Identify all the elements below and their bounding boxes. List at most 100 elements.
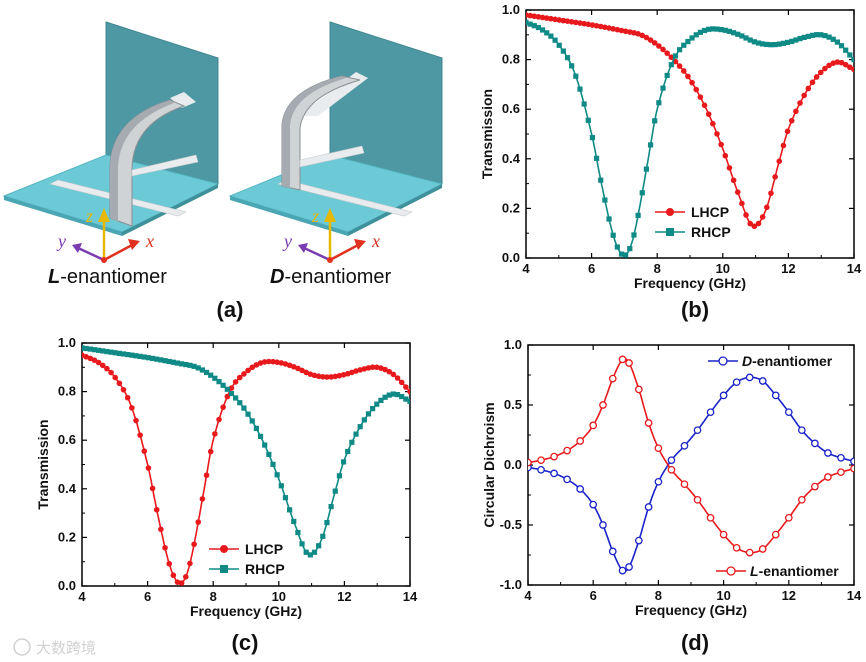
data-point (644, 419, 653, 427)
y-tick-label: -1.0 (500, 577, 522, 592)
data-point (187, 362, 193, 368)
left-top-strip (170, 92, 196, 108)
data-point (824, 449, 832, 457)
data-point (108, 349, 114, 355)
x-tick-label: 4 (522, 261, 530, 276)
y-tick-label: 0.6 (502, 101, 520, 116)
chart-b: 4 6 8 10 12 14 0.0 0.2 0.4 0.6 0.8 1.0 Frequency (GH… (479, 2, 862, 291)
data-point (705, 111, 712, 117)
data-point (818, 32, 824, 38)
data-point (608, 547, 617, 556)
data-point (797, 36, 803, 42)
data-point (282, 495, 289, 501)
x-axis-label: Frequency (GHz) (635, 602, 747, 618)
data-point (340, 459, 347, 465)
data-point (99, 362, 106, 369)
data-point (96, 347, 102, 353)
data-point (805, 33, 811, 40)
watermark-text: 大数跨境 (36, 639, 96, 657)
data-point (216, 416, 222, 423)
x-tick-label: 14 (847, 588, 862, 603)
x-tick-label: 6 (590, 588, 597, 603)
data-point (158, 357, 164, 363)
data-point (693, 32, 699, 38)
l-enantiomer-model: z x y L-enantiomer (2, 21, 220, 288)
data-point (739, 33, 745, 39)
l-enantiomer-label: L-enantiomer (48, 266, 167, 288)
data-point (676, 63, 683, 69)
legend-marker (718, 356, 728, 366)
data-point (539, 14, 546, 21)
data-point (608, 374, 617, 383)
data-point (735, 31, 741, 37)
data-point (550, 452, 558, 461)
watermark: 大数跨境 (13, 638, 96, 657)
data-point (154, 356, 160, 362)
panel-label-b: (b) (681, 297, 709, 322)
data-point (332, 488, 338, 494)
data-point (552, 37, 558, 43)
left-floor-front-edge (4, 196, 122, 236)
data-point (764, 41, 770, 48)
data-point (758, 545, 767, 553)
data-point (589, 421, 598, 430)
left-x-axis (103, 242, 135, 262)
data-point (732, 543, 741, 552)
data-point (793, 108, 799, 115)
data-point (569, 63, 575, 69)
legend-label: RHCP (691, 224, 731, 240)
data-point (838, 43, 845, 49)
data-point (652, 118, 658, 124)
y-tick-label: 0.8 (58, 384, 76, 399)
data-point (664, 72, 670, 79)
data-point (556, 42, 562, 48)
data-point (295, 365, 301, 372)
data-point (170, 359, 176, 365)
data-point (195, 519, 202, 525)
data-point (336, 473, 343, 479)
data-point (324, 374, 330, 380)
data-point (224, 393, 231, 400)
data-point (623, 252, 629, 258)
data-point (768, 42, 774, 48)
x-tick-label: 4 (524, 588, 532, 603)
data-point (548, 33, 554, 39)
data-point (141, 448, 148, 454)
data-point (647, 142, 654, 148)
data-point (91, 347, 98, 353)
legend-label: LHCP (245, 541, 283, 557)
data-point (149, 355, 156, 362)
data-point (668, 62, 674, 68)
legend-marker (220, 545, 228, 553)
data-point (120, 386, 127, 393)
data-point (531, 13, 538, 20)
data-point (199, 367, 206, 373)
series-line (526, 14, 854, 227)
right-bridge-strip (299, 145, 365, 168)
data-point (797, 426, 806, 435)
d-enantiomer-label: D-enantiomer (270, 266, 392, 288)
data-point (216, 379, 222, 385)
data-point (718, 141, 724, 148)
left-ribbon-shade (110, 100, 174, 222)
data-point (166, 358, 172, 365)
data-point (535, 14, 542, 20)
y-axis-label: Circular Dichroism (481, 402, 497, 527)
data-point (403, 384, 409, 390)
data-point (129, 405, 135, 411)
data-point (719, 391, 728, 400)
data-point (531, 23, 537, 29)
data-point (758, 377, 767, 385)
data-point (320, 373, 326, 380)
data-point (82, 345, 85, 351)
series-rhcp (82, 345, 410, 558)
panel-a: z x y L-enantiomer z x y D-ena (2, 21, 444, 322)
data-point (537, 465, 545, 474)
data-point (382, 366, 388, 373)
data-point (654, 477, 663, 486)
data-point (747, 37, 753, 43)
data-point (706, 408, 715, 417)
data-point (685, 38, 691, 45)
data-point (599, 521, 607, 529)
data-point (847, 52, 853, 58)
